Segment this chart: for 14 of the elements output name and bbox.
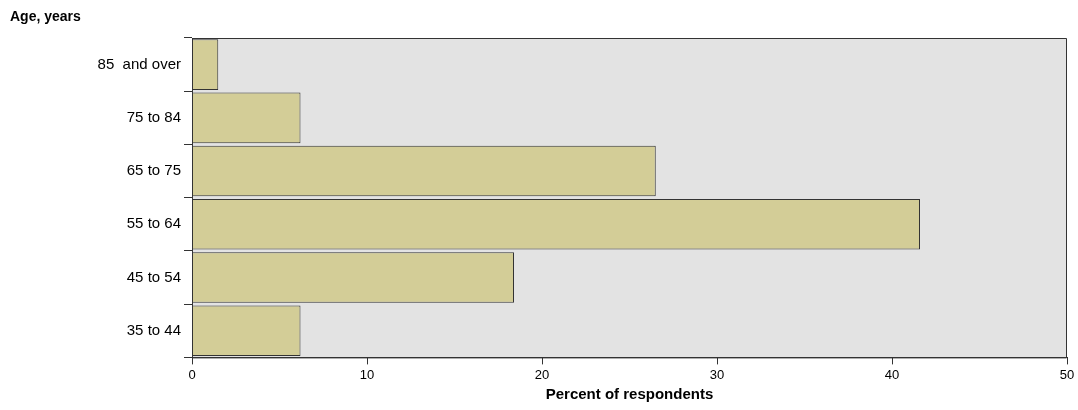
y-tick-label: 75 to 84 xyxy=(126,107,181,125)
x-tick-label: 40 xyxy=(884,366,900,382)
x-tick-label: 0 xyxy=(188,366,196,382)
x-tick-label: 50 xyxy=(1059,366,1075,382)
y-axis-title: Age, years xyxy=(10,7,82,24)
x-tick-label: 10 xyxy=(359,366,375,382)
x-tick-label: 30 xyxy=(709,366,725,382)
y-tick-label: 65 to 75 xyxy=(126,161,181,179)
x-axis-title: Percent of respondents xyxy=(545,385,714,403)
y-tick-label: 45 to 54 xyxy=(126,267,181,285)
y-tick-label: 55 to 64 xyxy=(126,214,181,232)
x-tick-label: 20 xyxy=(534,366,550,382)
y-tick-label: 35 to 44 xyxy=(126,320,181,338)
y-tick-label: 85 and over xyxy=(97,54,181,72)
